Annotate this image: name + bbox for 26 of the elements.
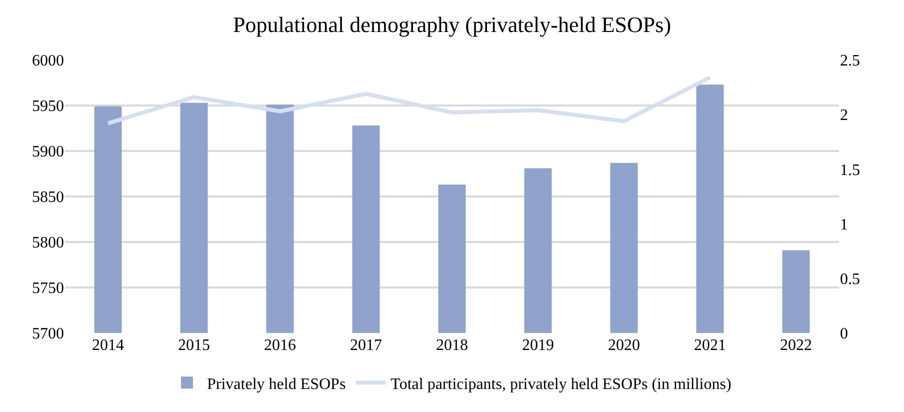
x-tick-label: 2018 bbox=[436, 337, 468, 354]
y2-tick-label: 1 bbox=[840, 216, 848, 234]
y-tick-label: 6000 bbox=[32, 52, 64, 70]
y2-tick-label: 2 bbox=[840, 107, 848, 124]
x-tick-label: 2017 bbox=[350, 337, 382, 354]
x-tick-label: 2015 bbox=[178, 337, 210, 354]
x-tick-label: 2019 bbox=[522, 337, 554, 354]
y-tick-label: 5950 bbox=[32, 98, 64, 116]
x-tick-label: 2020 bbox=[608, 337, 640, 354]
line-series bbox=[106, 75, 712, 126]
legend-label: Total participants, privately held ESOPs (in millions) bbox=[390, 376, 732, 393]
y-tick-label: 5900 bbox=[32, 144, 64, 161]
y-tick-label: 5850 bbox=[32, 189, 64, 206]
x-tick-label: 2021 bbox=[694, 337, 726, 354]
y2-tick-label: 0.5 bbox=[840, 271, 860, 288]
x-tick-label: 2014 bbox=[92, 337, 124, 354]
legend-label: Privately held ESOPs bbox=[207, 376, 346, 393]
chart-title: Populational demography (privately-held ESOPs) bbox=[232, 12, 672, 37]
y-tick-label: 5700 bbox=[32, 326, 64, 343]
y2-tick-label: 0 bbox=[840, 326, 848, 343]
y-tick-label: 5800 bbox=[32, 234, 64, 252]
y-tick-label: 5750 bbox=[32, 280, 64, 298]
x-tick-label: 2022 bbox=[780, 337, 812, 354]
y2-tick-label: 2.5 bbox=[840, 52, 860, 70]
x-tick-label: 2016 bbox=[264, 337, 296, 354]
y2-tick-label: 1.5 bbox=[840, 162, 860, 179]
